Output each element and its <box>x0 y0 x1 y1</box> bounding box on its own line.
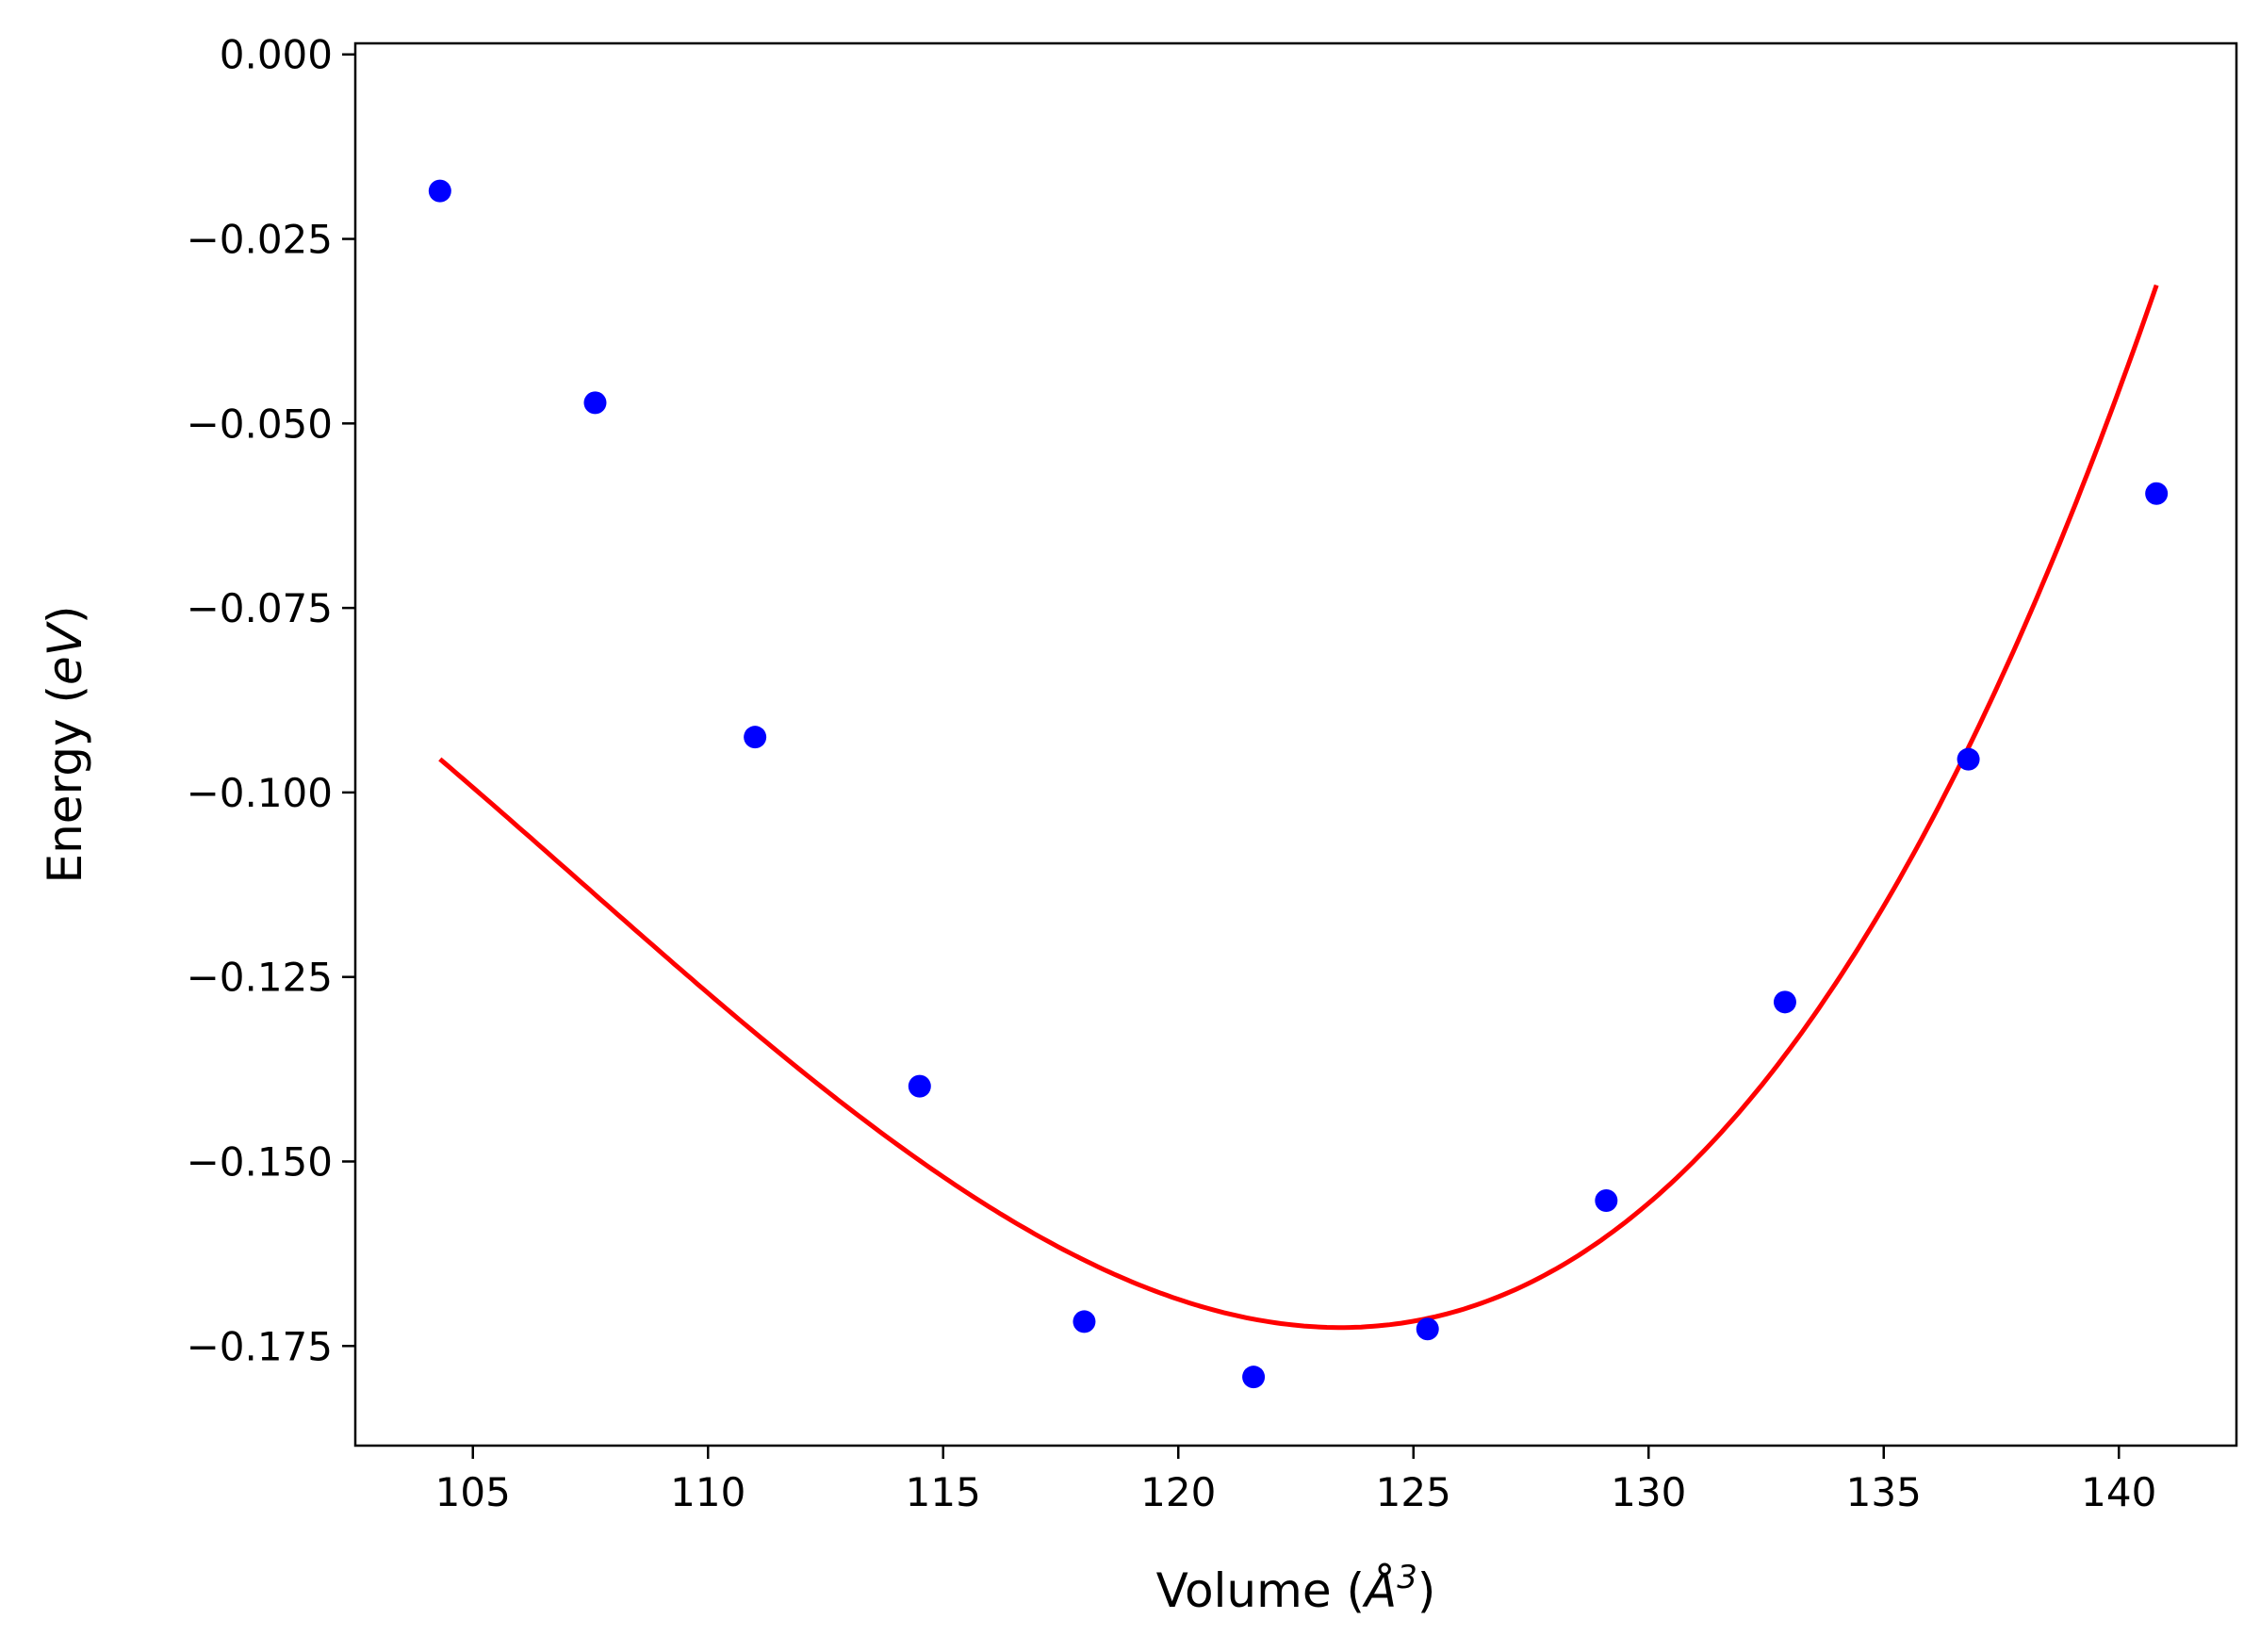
x-tick-label: 125 <box>1376 1469 1451 1515</box>
y-tick-label: −0.100 <box>187 770 333 816</box>
y-axis-label-close: ) <box>38 606 92 625</box>
data-points-layer <box>428 179 2169 1389</box>
fit-curve-line <box>438 284 2159 1331</box>
data-point <box>1595 1188 1618 1212</box>
x-axis-ticks: 105 110 115 120 125 130 135 140 <box>435 1446 2156 1515</box>
axes-frame <box>353 41 2238 1448</box>
x-axis-label-symbol: Å <box>1362 1563 1397 1618</box>
y-tick-label: 0.000 <box>220 32 333 78</box>
data-point <box>908 1074 931 1098</box>
y-tick-label: −0.175 <box>187 1323 333 1369</box>
x-tick-label: 130 <box>1611 1469 1686 1515</box>
data-point <box>1773 990 1796 1014</box>
data-point <box>2145 482 2169 505</box>
fit-curve-layer <box>438 284 2159 1331</box>
y-tick-label: −0.050 <box>187 401 333 447</box>
x-tick-label: 115 <box>906 1469 981 1515</box>
x-tick-label: 140 <box>2081 1469 2156 1515</box>
y-tick-label: −0.075 <box>187 585 333 631</box>
data-point <box>583 391 607 415</box>
x-tick-label: 110 <box>670 1469 745 1515</box>
x-axis-label-close: ) <box>1417 1563 1436 1618</box>
y-axis-label-main: Energy ( <box>38 685 92 883</box>
x-tick-label: 135 <box>1846 1469 1922 1515</box>
y-axis-ticks: 0.000 −0.025 −0.050 −0.075 −0.100 −0.125 −0.15… <box>187 32 355 1369</box>
x-axis-label-main: Volume ( <box>1156 1563 1365 1618</box>
data-point <box>428 179 451 203</box>
y-tick-label: −0.025 <box>187 217 333 263</box>
x-tick-label: 120 <box>1140 1469 1216 1515</box>
data-point <box>1957 747 1980 771</box>
data-point <box>1416 1317 1439 1341</box>
y-axis-label-unit: eV <box>38 620 92 685</box>
x-axis-label-exponent: 3 <box>1397 1559 1417 1596</box>
x-axis-label: Volume (Å3) <box>1156 1559 1436 1618</box>
x-tick-label: 105 <box>435 1469 511 1515</box>
data-point <box>1242 1366 1266 1389</box>
plot-area <box>355 43 2236 1446</box>
y-tick-label: −0.125 <box>187 955 333 1001</box>
data-point <box>1073 1310 1096 1333</box>
y-tick-label: −0.150 <box>187 1138 333 1185</box>
data-point <box>744 726 767 749</box>
y-axis-label: Energy (eV) <box>38 606 92 884</box>
